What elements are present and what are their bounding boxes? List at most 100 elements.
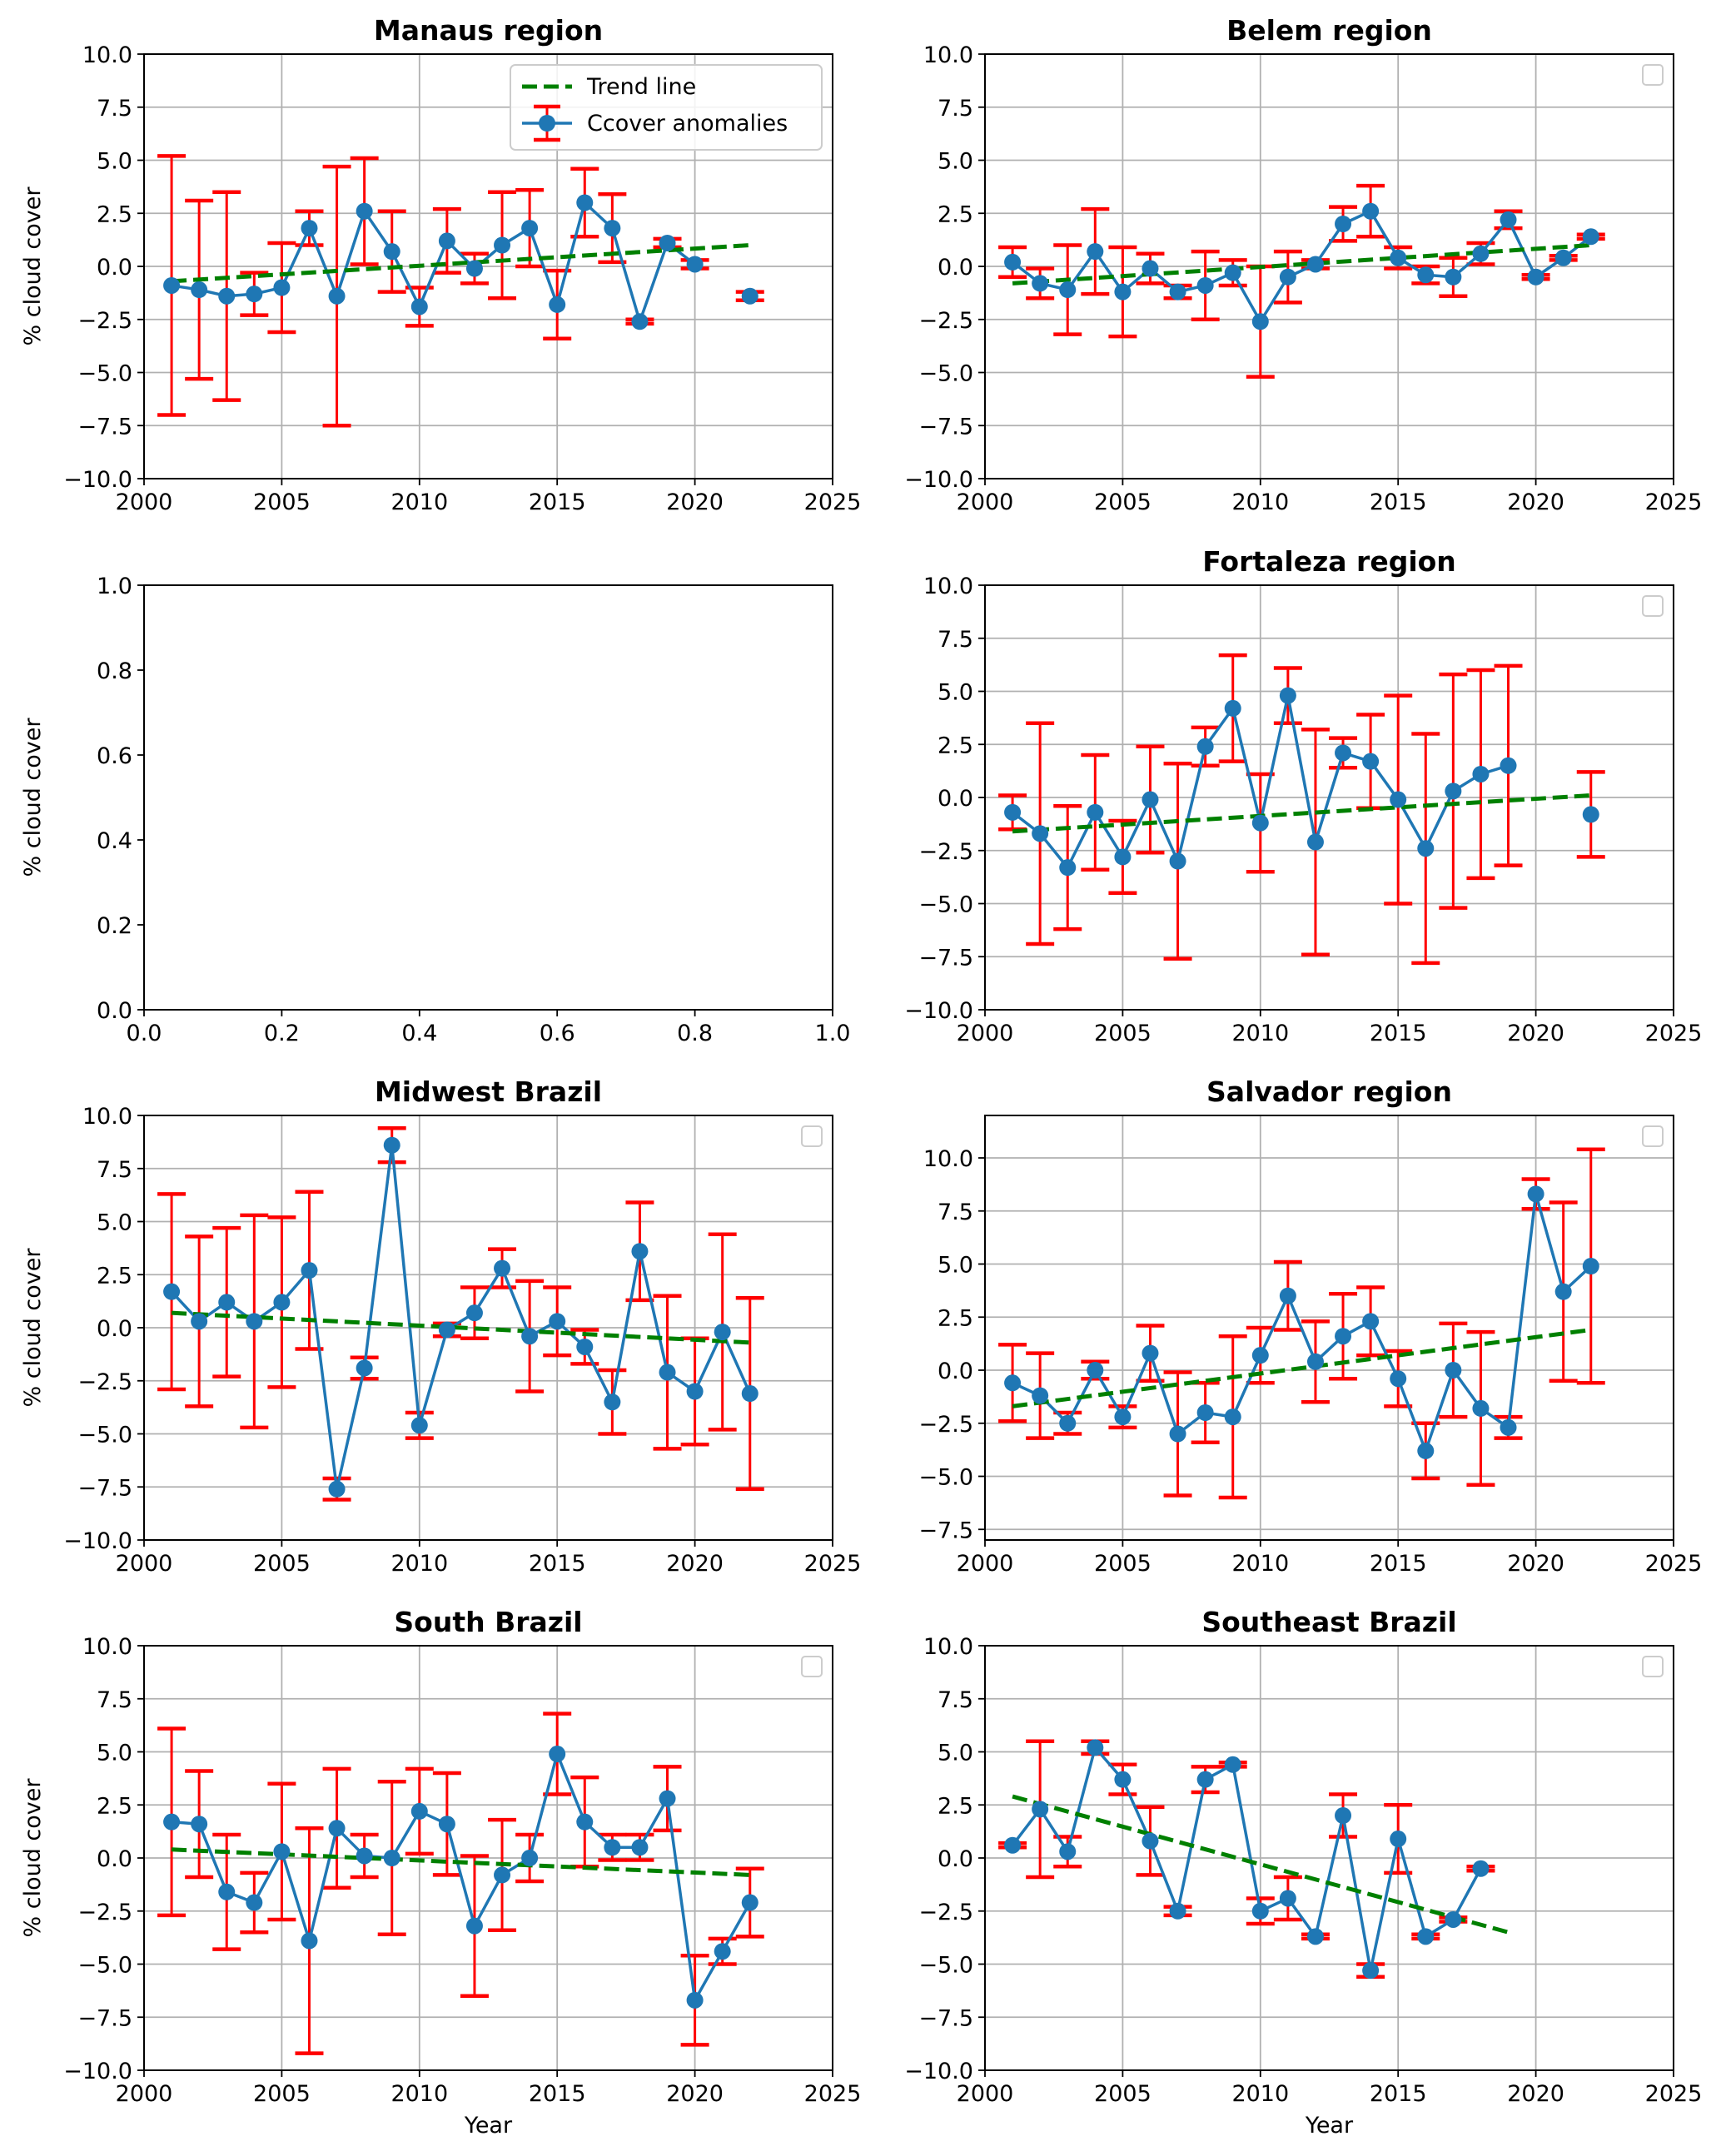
data-layer [157,1711,764,2055]
data-point [1087,803,1104,821]
x-tick-label: 0.8 [677,1021,713,1046]
data-point [1196,276,1214,294]
y-tick-label: 2.5 [97,201,132,227]
x-tick-label: 2015 [529,1551,586,1577]
data-point [1114,1771,1132,1788]
data-point [494,1866,511,1884]
legend-box-empty [801,1125,823,1147]
x-tick-label: 2010 [390,2081,448,2107]
y-tick-label: −2.5 [918,839,973,865]
y-tick-label: 5.0 [938,149,973,175]
data-point [246,1313,263,1330]
x-tick-label: 0.6 [540,1021,575,1046]
y-tick-label: 0.0 [97,1846,132,1872]
data-point [1500,757,1517,774]
data-point [1306,1353,1324,1370]
legend-frame [510,64,823,151]
x-tick-label: 2010 [1231,1021,1289,1046]
data-point [1169,852,1186,870]
y-tick-label: −7.5 [918,945,973,971]
data-point [1390,1831,1407,1848]
x-tick-label: 2010 [1231,1551,1289,1577]
x-tick-label: 2020 [1507,489,1564,515]
chart-panel-6: 2000 2005 2010 2015 2020 2025 −10.0 −7.5 −5.0 −2.… [20,1606,861,2139]
data-point [1169,1425,1186,1443]
legend-label: Ccover anomalies [587,111,788,137]
anomaly-line [1012,209,1592,324]
data-point [1032,275,1049,292]
data-point [1390,1370,1407,1388]
data-point [576,1338,594,1355]
y-tick-label: 5.0 [938,1741,973,1766]
trend-line [171,1847,750,1877]
data-point [301,1262,318,1279]
data-point [659,1790,676,1807]
data-point [1142,791,1159,808]
x-tick-label: 2015 [1370,1021,1427,1046]
data-point [1059,1843,1077,1860]
data-point [631,1243,649,1260]
data-point [576,194,594,211]
data-point [1362,1962,1380,1980]
data-point [1004,1374,1022,1392]
data-point [246,1894,263,1911]
x-tick-label: 2020 [666,489,724,515]
data-point [218,1294,236,1311]
y-tick-label: 2.5 [938,1305,973,1331]
data-point [1417,1442,1435,1459]
x-tick-label: 2025 [804,1551,862,1577]
data-point [1335,744,1352,762]
data-point [1004,1836,1022,1854]
data-point [1059,281,1077,299]
data-point [1224,699,1241,717]
data-point [741,1894,759,1911]
data-point [1417,1928,1435,1945]
data-point [383,1136,400,1154]
data-point [246,286,263,303]
y-tick-label: 7.5 [97,1687,132,1713]
plot-area [985,1115,1674,1540]
data-point [1500,1418,1517,1436]
x-tick-label: 2005 [253,489,311,515]
trend-line [1012,243,1591,286]
data-point [549,1313,566,1330]
y-tick-label: 5.0 [97,1741,132,1766]
data-point [356,1359,373,1377]
data-point [1032,1387,1049,1404]
data-point [1472,1399,1490,1417]
x-tick-label: 2015 [1370,1551,1427,1577]
x-tick-label: 2020 [666,1551,724,1577]
y-tick-label: 2.5 [97,1793,132,1819]
y-tick-label: −10.0 [904,998,973,1024]
y-tick-label: −5.0 [918,1953,973,1979]
data-point [1224,1756,1241,1773]
y-tick-label: −2.5 [918,1900,973,1925]
y-tick-label: 0.2 [97,913,132,939]
data-layer [998,1147,1605,1500]
y-tick-label: 5.0 [97,149,132,175]
data-point [494,236,511,254]
data-point [631,313,649,330]
data-point [1362,753,1380,770]
x-tick-label: 2015 [1370,489,1427,515]
y-tick-label: −10.0 [63,1528,132,1554]
data-point [1142,1832,1159,1850]
y-tick-label: 0.0 [938,1846,973,1872]
data-point [1059,1414,1077,1432]
y-tick-label: 2.5 [938,201,973,227]
data-point [328,1480,346,1498]
x-tick-label: 2000 [957,1551,1014,1577]
data-point [1390,249,1407,266]
data-layer [998,653,1605,966]
y-tick-label: 0.6 [97,743,132,769]
data-point [273,1843,291,1860]
legend-box-empty [1642,1125,1664,1147]
data-point [163,276,181,294]
data-point [1582,806,1599,823]
x-tick-label: 2010 [1231,2081,1289,2107]
data-point [1251,313,1269,330]
y-tick-label: 10.0 [82,1634,132,1660]
y-tick-label: 5.0 [97,1210,132,1236]
data-point [163,1283,181,1300]
data-point [1306,1928,1324,1945]
